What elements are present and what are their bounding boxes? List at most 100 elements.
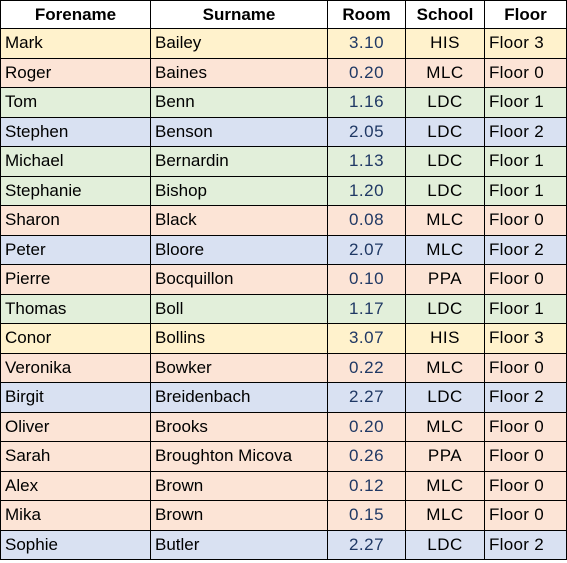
cell-school[interactable]: PPA — [405, 264, 485, 295]
cell-surname[interactable]: Breidenbach — [150, 382, 328, 413]
cell-floor[interactable]: Floor 3 — [484, 323, 567, 354]
cell-forename[interactable]: Conor — [0, 323, 151, 354]
cell-room[interactable]: 2.07 — [327, 234, 406, 265]
cell-surname[interactable]: Benn — [150, 87, 328, 118]
table-row: Stephen Benson 2.05 LDC Floor 2 — [0, 116, 567, 147]
cell-school[interactable]: MLC — [405, 57, 485, 88]
cell-school[interactable]: LDC — [405, 146, 485, 177]
cell-floor[interactable]: Floor 0 — [484, 264, 567, 295]
cell-forename[interactable]: Michael — [0, 146, 151, 177]
header-room[interactable]: Room — [327, 0, 406, 29]
cell-floor[interactable]: Floor 0 — [484, 352, 567, 383]
cell-school[interactable]: MLC — [405, 352, 485, 383]
header-school[interactable]: School — [405, 0, 485, 29]
cell-room[interactable]: 2.27 — [327, 382, 406, 413]
cell-forename[interactable]: Thomas — [0, 293, 151, 324]
cell-room[interactable]: 3.07 — [327, 323, 406, 354]
cell-floor[interactable]: Floor 1 — [484, 146, 567, 177]
cell-forename[interactable]: Roger — [0, 57, 151, 88]
cell-surname[interactable]: Bocquillon — [150, 264, 328, 295]
cell-room[interactable]: 2.27 — [327, 529, 406, 560]
cell-school[interactable]: MLC — [405, 205, 485, 236]
cell-room[interactable]: 0.26 — [327, 441, 406, 472]
cell-surname[interactable]: Bloore — [150, 234, 328, 265]
cell-room[interactable]: 0.15 — [327, 500, 406, 531]
cell-room[interactable]: 1.20 — [327, 175, 406, 206]
cell-surname[interactable]: Benson — [150, 116, 328, 147]
cell-school[interactable]: LDC — [405, 293, 485, 324]
cell-room[interactable]: 3.10 — [327, 28, 406, 59]
cell-school[interactable]: LDC — [405, 382, 485, 413]
cell-room[interactable]: 2.05 — [327, 116, 406, 147]
cell-room[interactable]: 1.13 — [327, 146, 406, 177]
cell-room[interactable]: 0.08 — [327, 205, 406, 236]
cell-surname[interactable]: Bernardin — [150, 146, 328, 177]
cell-school[interactable]: PPA — [405, 441, 485, 472]
cell-surname[interactable]: Bollins — [150, 323, 328, 354]
cell-forename[interactable]: Mark — [0, 28, 151, 59]
cell-surname[interactable]: Broughton Micova — [150, 441, 328, 472]
cell-surname[interactable]: Bowker — [150, 352, 328, 383]
cell-surname[interactable]: Brown — [150, 500, 328, 531]
cell-floor[interactable]: Floor 0 — [484, 57, 567, 88]
cell-school[interactable]: MLC — [405, 470, 485, 501]
cell-floor[interactable]: Floor 1 — [484, 87, 567, 118]
cell-room[interactable]: 0.20 — [327, 57, 406, 88]
cell-room[interactable]: 0.10 — [327, 264, 406, 295]
cell-forename[interactable]: Veronika — [0, 352, 151, 383]
cell-floor[interactable]: Floor 2 — [484, 529, 567, 560]
cell-school[interactable]: HIS — [405, 28, 485, 59]
cell-school[interactable]: LDC — [405, 116, 485, 147]
cell-floor[interactable]: Floor 0 — [484, 470, 567, 501]
cell-forename[interactable]: Alex — [0, 470, 151, 501]
cell-floor[interactable]: Floor 0 — [484, 411, 567, 442]
cell-floor[interactable]: Floor 1 — [484, 175, 567, 206]
cell-school[interactable]: MLC — [405, 234, 485, 265]
cell-school[interactable]: MLC — [405, 500, 485, 531]
cell-floor[interactable]: Floor 1 — [484, 293, 567, 324]
cell-forename[interactable]: Mika — [0, 500, 151, 531]
cell-surname[interactable]: Brooks — [150, 411, 328, 442]
cell-floor[interactable]: Floor 3 — [484, 28, 567, 59]
cell-forename[interactable]: Pierre — [0, 264, 151, 295]
cell-forename[interactable]: Peter — [0, 234, 151, 265]
cell-floor[interactable]: Floor 0 — [484, 205, 567, 236]
cell-room[interactable]: 0.20 — [327, 411, 406, 442]
cell-room[interactable]: 1.16 — [327, 87, 406, 118]
cell-surname[interactable]: Bailey — [150, 28, 328, 59]
cell-forename[interactable]: Oliver — [0, 411, 151, 442]
cell-forename[interactable]: Sharon — [0, 205, 151, 236]
cell-school[interactable]: LDC — [405, 175, 485, 206]
cell-forename[interactable]: Birgit — [0, 382, 151, 413]
cell-floor[interactable]: Floor 2 — [484, 116, 567, 147]
cell-room[interactable]: 1.17 — [327, 293, 406, 324]
cell-forename[interactable]: Stephen — [0, 116, 151, 147]
cell-forename[interactable]: Stephanie — [0, 175, 151, 206]
cell-room[interactable]: 0.12 — [327, 470, 406, 501]
table-row: Michael Bernardin 1.13 LDC Floor 1 — [0, 146, 567, 177]
cell-floor[interactable]: Floor 0 — [484, 500, 567, 531]
cell-surname[interactable]: Bishop — [150, 175, 328, 206]
cell-floor[interactable]: Floor 0 — [484, 441, 567, 472]
cell-school[interactable]: LDC — [405, 529, 485, 560]
cell-school[interactable]: LDC — [405, 87, 485, 118]
table-row: Conor Bollins 3.07 HIS Floor 3 — [0, 323, 567, 354]
header-forename[interactable]: Forename — [0, 0, 151, 29]
header-surname[interactable]: Surname — [150, 0, 328, 29]
cell-surname[interactable]: Boll — [150, 293, 328, 324]
cell-forename[interactable]: Sarah — [0, 441, 151, 472]
cell-surname[interactable]: Butler — [150, 529, 328, 560]
cell-surname[interactable]: Baines — [150, 57, 328, 88]
cell-floor[interactable]: Floor 2 — [484, 234, 567, 265]
cell-surname[interactable]: Brown — [150, 470, 328, 501]
cell-school[interactable]: MLC — [405, 411, 485, 442]
cell-school[interactable]: HIS — [405, 323, 485, 354]
cell-surname[interactable]: Black — [150, 205, 328, 236]
cell-forename[interactable]: Tom — [0, 87, 151, 118]
table-row: Stephanie Bishop 1.20 LDC Floor 1 — [0, 175, 567, 206]
cell-room[interactable]: 0.22 — [327, 352, 406, 383]
cell-floor[interactable]: Floor 2 — [484, 382, 567, 413]
header-floor[interactable]: Floor — [484, 0, 567, 29]
cell-forename[interactable]: Sophie — [0, 529, 151, 560]
